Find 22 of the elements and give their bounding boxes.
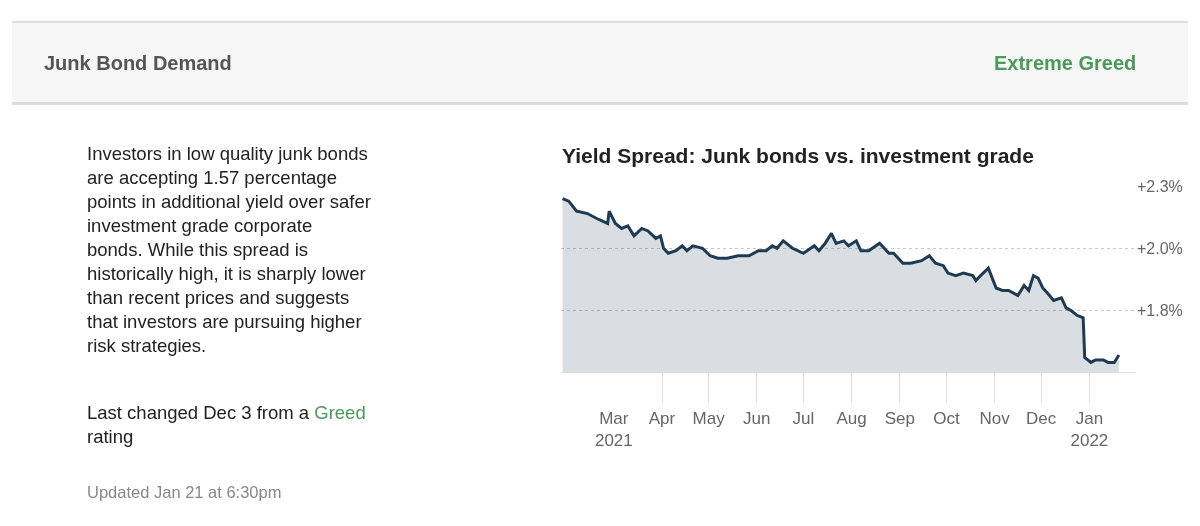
- text: rating: [87, 426, 134, 448]
- x-tick-label: Dec: [1026, 408, 1057, 428]
- x-tick-label: Oct: [933, 408, 960, 428]
- y-tick-label: +2.3%: [1137, 177, 1183, 195]
- text: Extreme Greed: [994, 52, 1137, 74]
- x-tick-label: Jun: [743, 408, 771, 428]
- text: Greed: [314, 402, 366, 423]
- x-tick-label: Aug: [836, 408, 867, 428]
- x-tick-label: May: [692, 408, 726, 428]
- chart-title: Yield Spread: Junk bonds vs. investment grade: [562, 144, 1034, 168]
- x-tick-label: Mar 2021: [594, 408, 633, 450]
- x-tick-label: Jul: [792, 408, 815, 428]
- text: Junk Bond Demand: [44, 52, 232, 74]
- y-tick-label: +2.0%: [1137, 239, 1183, 257]
- text: Updated Jan 21 at 6:30pm: [87, 483, 282, 501]
- text: Investors in low quality junk bonds are accepting 1.57 percentage points in additional yield over safer investment grade corporate bonds. While this spread is historically high, it is sharply lower than recent prices and suggests that investors are pursuing higher risk strategies.: [87, 143, 371, 357]
- x-tick-label: Apr: [648, 408, 676, 428]
- y-tick-label: +1.8%: [1137, 301, 1183, 319]
- x-tick-label: Jan 2022: [1070, 408, 1109, 450]
- x-tick-label: Sep: [884, 408, 915, 428]
- text: Last changed Dec 3 from a: [87, 402, 310, 423]
- x-tick-label: Nov: [979, 408, 1011, 428]
